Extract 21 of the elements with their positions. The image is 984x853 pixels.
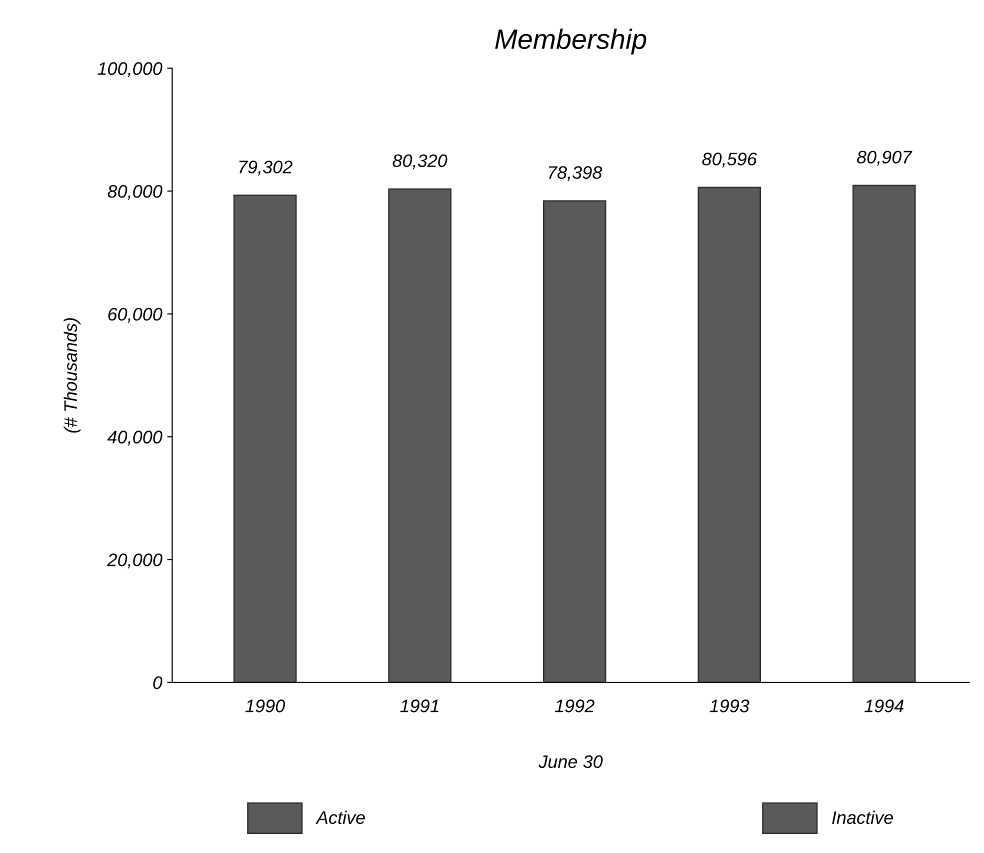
- x-tick-label: 1994: [864, 700, 904, 712]
- y-tick-label: 40,000: [107, 430, 162, 446]
- legend-label: Active: [316, 810, 365, 824]
- y-tick-label: 20,000: [107, 554, 162, 568]
- text: 79,302: [239, 160, 292, 176]
- text: 78,398: [548, 166, 602, 182]
- y-axis-title: (# Thousands): [64, 318, 81, 433]
- text: 80,596: [702, 152, 757, 168]
- y-tick-label: 60,000: [108, 308, 162, 323]
- y-tick-label: 80,000: [108, 185, 162, 200]
- chart-title: Membership: [495, 28, 646, 55]
- x-tick-label: 1990: [245, 700, 285, 712]
- y-tick-label: 100,000: [98, 62, 162, 78]
- text: 80,907: [856, 150, 912, 166]
- x-axis-title: June 30: [538, 755, 603, 768]
- y-tick-label: 0: [153, 676, 162, 690]
- legend-label: Inactive: [832, 810, 893, 824]
- text: 80,320: [392, 154, 448, 170]
- x-tick-label: 1991: [400, 700, 438, 712]
- x-tick-label: 1992: [554, 700, 594, 712]
- x-tick-label: 1993: [710, 700, 750, 712]
